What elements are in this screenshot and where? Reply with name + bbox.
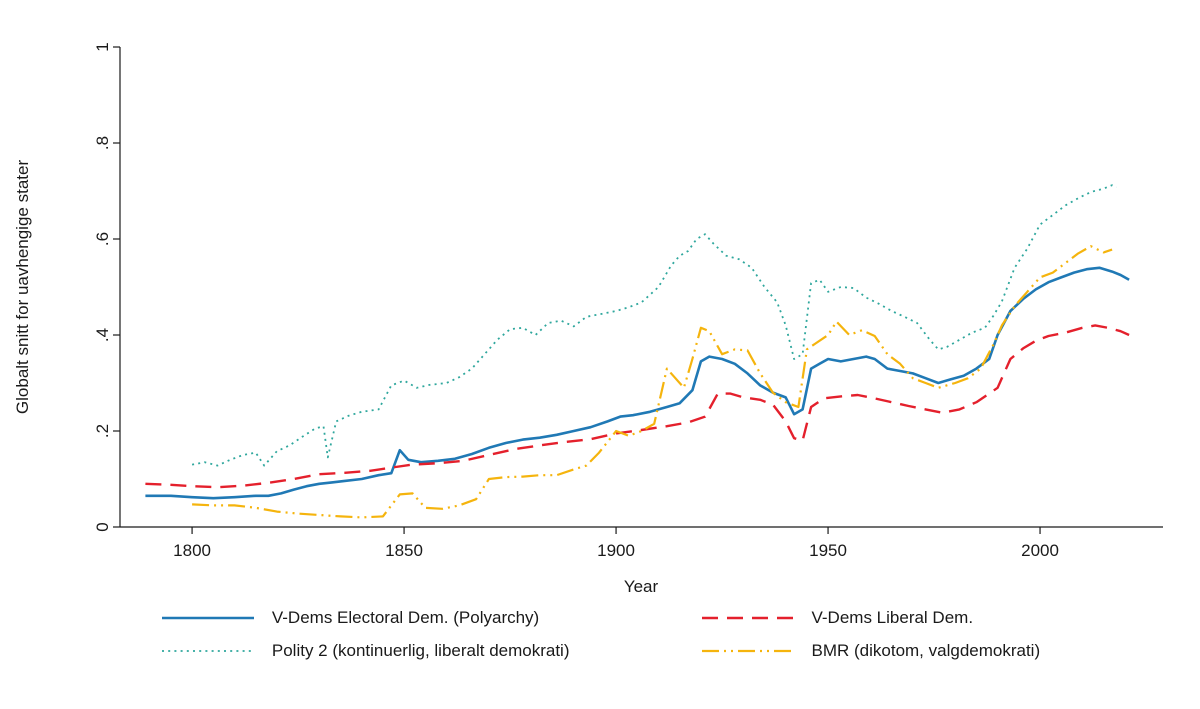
legend: V-Dems Electoral Dem. (Polyarchy) V-Dems… [0, 608, 1200, 661]
plot-area: Globalt snitt for uavhengige stater Year… [13, 42, 1163, 596]
legend-item-vdem-electoral: V-Dems Electoral Dem. (Polyarchy) [160, 608, 570, 628]
x-tick-label: 1950 [809, 541, 847, 560]
series-line-0 [145, 266, 1130, 500]
x-axis-title: Year [624, 577, 659, 596]
x-tick-label: 2000 [1021, 541, 1059, 560]
y-tick-label: 0 [93, 522, 112, 531]
legend-line-solid-icon [161, 617, 254, 620]
legend-label: Polity 2 (kontinuerlig, liberalt demokra… [271, 640, 570, 660]
y-tick-label: .4 [93, 328, 112, 342]
legend-label: V-Dems Electoral Dem. (Polyarchy) [271, 608, 540, 627]
legend-item-polity2: Polity 2 (kontinuerlig, liberalt demokra… [160, 640, 570, 661]
legend-label: BMR (dikotom, valgdemokrati) [811, 640, 1041, 660]
y-axis-title: Globalt snitt for uavhengige stater [13, 160, 32, 415]
legend-item-vdem-liberal: V-Dems Liberal Dem. [700, 608, 1041, 628]
legend-label: V-Dems Liberal Dem. [811, 608, 974, 627]
legend-line-dashed-icon [701, 617, 794, 620]
y-tick-label: .2 [93, 424, 112, 438]
legend-line-dashdot-icon [701, 649, 794, 653]
y-tick-label: .6 [93, 232, 112, 246]
y-tick-label: .8 [93, 136, 112, 150]
x-tick-label: 1800 [173, 541, 211, 560]
legend-item-bmr: BMR (dikotom, valgdemokrati) [700, 640, 1041, 661]
series-line-1 [145, 324, 1130, 489]
series-line-3 [192, 245, 1113, 519]
x-tick-label: 1900 [597, 541, 635, 560]
x-tick-label: 1850 [385, 541, 423, 560]
y-tick-label: 1 [93, 42, 112, 51]
legend-line-dotted-icon [161, 650, 254, 652]
